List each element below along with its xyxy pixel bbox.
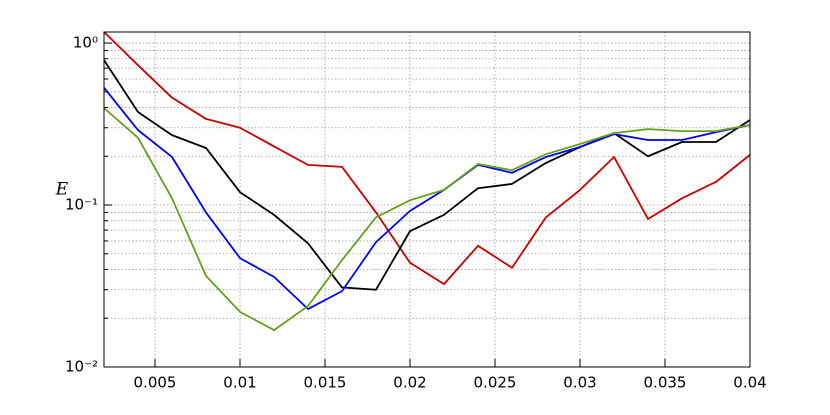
series-line: [103, 59, 751, 291]
y-axis-label: E: [55, 180, 69, 200]
y-tick-label: 10⁻²: [65, 358, 98, 376]
series-line: [103, 87, 751, 310]
y-tick-label: 10⁻¹: [65, 196, 98, 214]
x-tick-label: 0.03: [563, 374, 596, 392]
x-tick-label: 0.015: [304, 374, 347, 392]
x-tick-label: 0.025: [474, 374, 517, 392]
y-tick-label: 10⁰: [73, 34, 98, 52]
x-tick-label: 0.02: [393, 374, 426, 392]
x-tick-label: 0.04: [733, 374, 766, 392]
x-tick-label: 0.005: [134, 374, 177, 392]
x-tick-label: 0.01: [223, 374, 256, 392]
series-line: [103, 107, 751, 331]
x-tick-label: 0.035: [644, 374, 687, 392]
plot-frame: [103, 31, 751, 368]
series-line: [103, 31, 751, 285]
